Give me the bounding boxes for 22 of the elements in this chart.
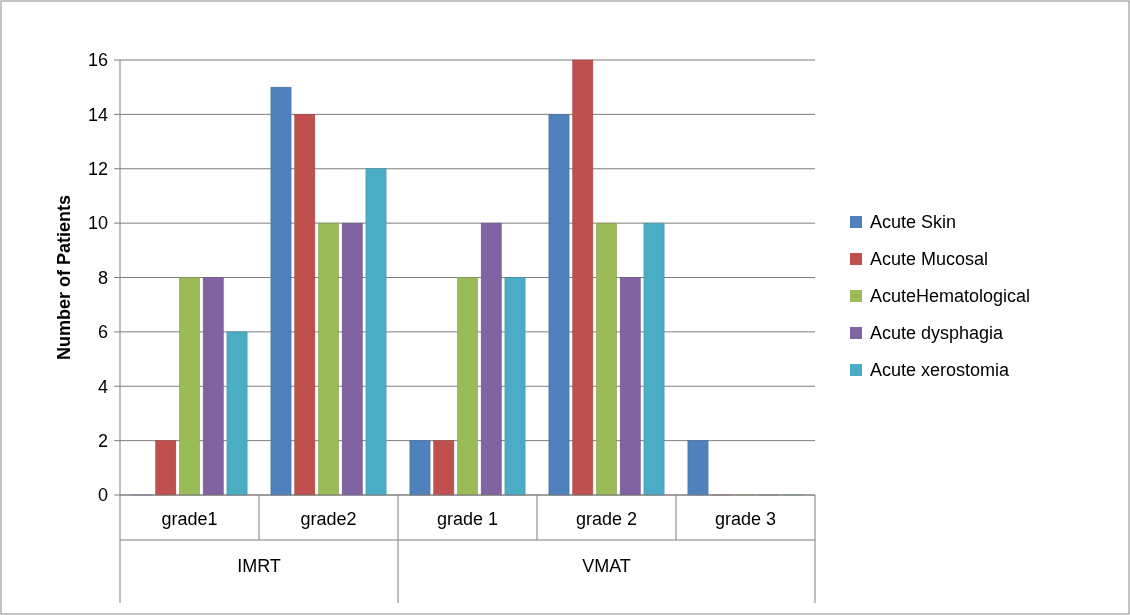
y-tick-label: 10 xyxy=(87,213,108,234)
legend-label: AcuteHematological xyxy=(870,286,1031,307)
y-tick-label: 14 xyxy=(87,104,108,125)
text: IMRT xyxy=(237,556,281,576)
x-tick-label: grade1 xyxy=(161,509,218,529)
x-tick-label: grade 3 xyxy=(714,509,777,529)
y-tick-label: 8 xyxy=(97,267,108,288)
y-axis-title: Number of Patients xyxy=(54,194,74,361)
legend-label: Acute xerostomia xyxy=(870,360,1011,381)
y-tick-label: 16 xyxy=(87,50,108,71)
x-tick-label: grade2 xyxy=(300,509,357,529)
y-tick-label: 0 xyxy=(97,485,108,506)
legend-label: Acute Mucosal xyxy=(870,249,989,270)
legend-label: Acute Skin xyxy=(870,212,957,233)
legend-label: Acute dysphagia xyxy=(870,323,1005,344)
text: VMAT xyxy=(582,556,631,576)
y-tick-label: 12 xyxy=(87,159,108,180)
x-tick-label: grade 1 xyxy=(436,509,499,529)
y-tick-label: 2 xyxy=(97,430,108,451)
x-tick-label: grade 2 xyxy=(575,509,638,529)
y-tick-label: 4 xyxy=(97,376,108,397)
y-tick-label: 6 xyxy=(97,322,108,343)
